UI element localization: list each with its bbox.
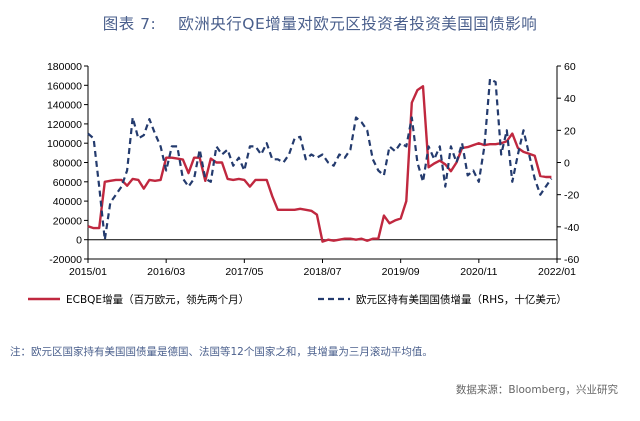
figure-number: 图表 7: — [102, 15, 157, 33]
y-left-tick-label: 40000 — [53, 196, 82, 208]
footnote: 注：欧元区国家持有美国国债量是德国、法国等12个国家之和，其增量为三月滚动平均值… — [10, 346, 433, 358]
y-left-tick-label: 180000 — [47, 61, 82, 73]
series-ecb-qe-line — [87, 85, 552, 243]
x-tick-label: 2017/05 — [225, 266, 263, 278]
x-tick-label: 2016/03 — [147, 266, 185, 278]
y-left-tick-label: 20000 — [53, 215, 82, 227]
axes-group: -20000 0 20000 40000 60000 80000 100000 120000 1… — [47, 61, 579, 278]
y-left-tick-label: 140000 — [47, 100, 82, 112]
legend: ECBQE增量（百万欧元，领先两个月） 欧元区持有美国国债增量（RHS，十亿美元） — [28, 293, 567, 306]
x-tick-label: 2015/01 — [69, 266, 107, 278]
chart-title: 图表 7: 欧洲央行QE增量对欧元区投资者投资美国国债影响 — [0, 12, 640, 34]
x-tick-label: 2022/01 — [538, 266, 576, 278]
y-left-tick-label: 100000 — [47, 138, 82, 150]
y-right-tick-label: 0 — [564, 158, 570, 170]
y-right-tick-label: 20 — [564, 125, 576, 137]
y-right-tick-label: -20 — [564, 190, 579, 202]
y-left-tick-label: 120000 — [47, 119, 82, 131]
series-eurozone-ust-line — [87, 77, 553, 241]
legend-label-ecb-qe: ECBQE增量（百万欧元，领先两个月） — [66, 293, 249, 306]
figure-title-text: 欧洲央行QE增量对欧元区投资者投资美国国债影响 — [178, 15, 538, 33]
y-left-tick-label: 60000 — [53, 177, 82, 189]
y-right-tick-label: -40 — [564, 222, 579, 234]
y-left-tick-label: 80000 — [53, 158, 82, 170]
chart-area: -20000 0 20000 40000 60000 80000 100000 120000 1… — [28, 61, 579, 306]
y-right-tick-label: -60 — [564, 254, 579, 266]
x-tick-label: 2020/11 — [460, 266, 497, 278]
y-right-tick-label: 60 — [564, 61, 576, 73]
y-right-tick-label: 40 — [564, 93, 576, 105]
y-left-tick-label: 0 — [76, 235, 82, 247]
legend-label-eurozone-ust: 欧元区持有美国国债增量（RHS，十亿美元） — [356, 293, 567, 306]
y-left-tick-label: 160000 — [47, 80, 82, 92]
series-layer — [87, 77, 553, 243]
x-tick-label: 2018/07 — [304, 266, 342, 278]
x-tick-label: 2019/09 — [382, 266, 420, 278]
y-left-tick-label: -20000 — [49, 254, 82, 266]
data-source: 数据来源：Bloomberg，兴业研究 — [455, 384, 618, 396]
